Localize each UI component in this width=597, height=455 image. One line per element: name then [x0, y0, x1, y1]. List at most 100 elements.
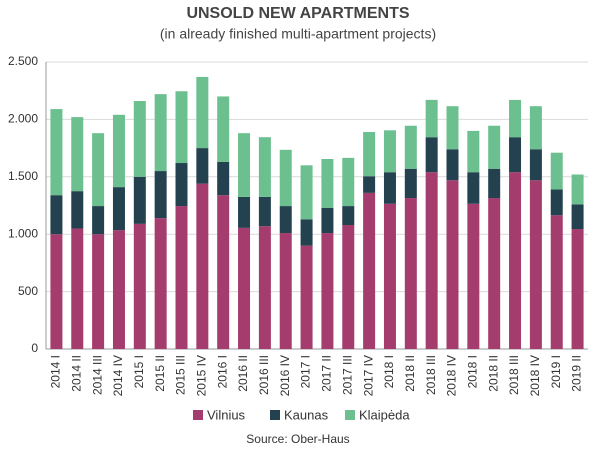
bar-segment	[363, 192, 376, 349]
bar-segment	[217, 96, 230, 162]
bar-segment	[550, 152, 563, 190]
bar-segment	[404, 198, 417, 349]
x-tick-label: 2018 IV	[528, 355, 542, 396]
bar-segment	[50, 234, 63, 349]
bar-segment	[321, 159, 334, 208]
bar-segment	[133, 223, 146, 349]
bar-segment	[238, 227, 251, 349]
x-tick-label: 2019 II	[570, 355, 584, 392]
bar-segment	[154, 171, 167, 219]
y-tick-label: 1.000	[8, 226, 38, 240]
bar-segment	[154, 218, 167, 349]
bar-segment	[279, 206, 292, 234]
bar-segment	[404, 168, 417, 199]
bar-segment	[342, 157, 355, 207]
bar-segment	[112, 230, 125, 349]
x-tick-label: 2014 I	[49, 355, 63, 388]
x-tick-label: 2015 II	[153, 355, 167, 392]
bar-segment	[217, 161, 230, 196]
bar-segment	[550, 215, 563, 349]
bar-segment	[258, 137, 271, 197]
legend-label: Kaunas	[284, 407, 329, 422]
bar-segment	[300, 219, 313, 246]
bar-segment	[467, 203, 480, 349]
x-tick-label: 2018 I	[466, 355, 480, 388]
bar-segment	[446, 149, 459, 181]
bar-segment	[71, 228, 84, 349]
bar-segment	[321, 233, 334, 349]
legend-label: Klaipėda	[359, 407, 410, 422]
bar-segment	[425, 137, 438, 173]
bar-segment	[529, 106, 542, 150]
bar-segment	[321, 207, 334, 234]
bar-segment	[571, 229, 584, 349]
bar-segment	[571, 174, 584, 205]
chart-title: UNSOLD NEW APARTMENTS	[186, 5, 409, 22]
legend-label: Vilnius	[207, 407, 246, 422]
x-tick-label: 2015 IV	[195, 355, 209, 396]
x-tick-label: 2017 III	[340, 355, 354, 395]
x-tick-label: 2017 II	[320, 355, 334, 392]
source: Source: Ober-Haus	[246, 432, 349, 446]
bar-segment	[196, 148, 209, 184]
bar-segment	[383, 203, 396, 349]
bar-segment	[300, 165, 313, 220]
bar-segment	[488, 125, 501, 169]
bar-segment	[217, 195, 230, 349]
bar-segment	[175, 91, 188, 164]
bar-segment	[446, 106, 459, 150]
bar-segment	[404, 125, 417, 169]
bar-segment	[50, 109, 63, 196]
bar-segment	[425, 172, 438, 349]
bar-segment	[133, 101, 146, 177]
y-tick-label: 500	[18, 284, 38, 298]
bar-segment	[529, 180, 542, 349]
x-tick-label: 2018 III	[507, 355, 521, 395]
x-tick-label: 2016 IV	[278, 355, 292, 396]
bar-segment	[92, 206, 105, 235]
bar-segment	[425, 99, 438, 138]
bar-segment	[50, 195, 63, 235]
bar-segment	[509, 137, 522, 173]
y-tick-label: 2.500	[8, 54, 38, 68]
x-tick-label: 2016 II	[236, 355, 250, 392]
bar-segment	[383, 172, 396, 204]
bar-segment	[258, 196, 271, 227]
bar-segment	[342, 225, 355, 349]
x-tick-label: 2014 IV	[111, 355, 125, 396]
bar-segment	[238, 133, 251, 197]
bar-segment	[529, 149, 542, 181]
bar-segment	[71, 191, 84, 229]
bar-segment	[279, 233, 292, 349]
x-tick-label: 2015 I	[132, 355, 146, 388]
bar-segment	[92, 133, 105, 207]
bar-segment	[71, 117, 84, 192]
bar-segment	[383, 130, 396, 173]
bar-segment	[509, 99, 522, 138]
x-tick-label: 2017 IV	[361, 355, 375, 396]
y-tick-label: 2.000	[8, 112, 38, 126]
bar-segment	[175, 206, 188, 349]
x-tick-label: 2018 I	[382, 355, 396, 388]
bar-segment	[488, 198, 501, 349]
x-tick-label: 2018 IV	[445, 355, 459, 396]
bar-segment	[467, 130, 480, 173]
bar-segment	[467, 172, 480, 204]
bar-segment	[550, 189, 563, 216]
bar-segment	[196, 183, 209, 349]
bar-segment	[133, 176, 146, 224]
bar-segment	[112, 114, 125, 188]
bar-segment	[488, 168, 501, 199]
bar-segment	[446, 180, 459, 349]
bar-segment	[363, 176, 376, 193]
bar-segment	[154, 94, 167, 172]
bar-segment	[363, 132, 376, 177]
bar-segment	[342, 206, 355, 226]
chart-subtitle: (in already finished multi-apartment pro…	[160, 26, 436, 42]
bar-segment	[175, 163, 188, 207]
y-tick-label: 0	[31, 341, 38, 355]
x-tick-label: 2018 II	[403, 355, 417, 392]
x-tick-label: 2014 II	[69, 355, 83, 392]
bar-segment	[196, 76, 209, 149]
